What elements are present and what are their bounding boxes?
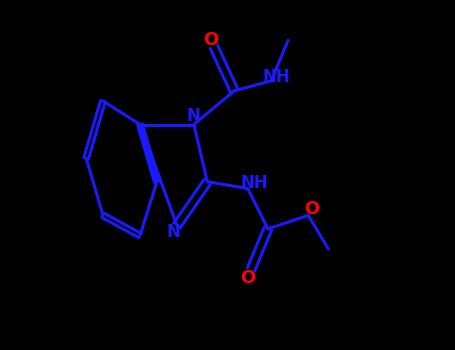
Text: O: O <box>240 269 255 287</box>
Text: N: N <box>187 107 201 125</box>
Text: O: O <box>203 32 218 49</box>
Text: O: O <box>304 199 319 218</box>
Text: NH: NH <box>263 68 290 86</box>
Text: NH: NH <box>241 174 268 193</box>
Text: N: N <box>167 223 181 241</box>
